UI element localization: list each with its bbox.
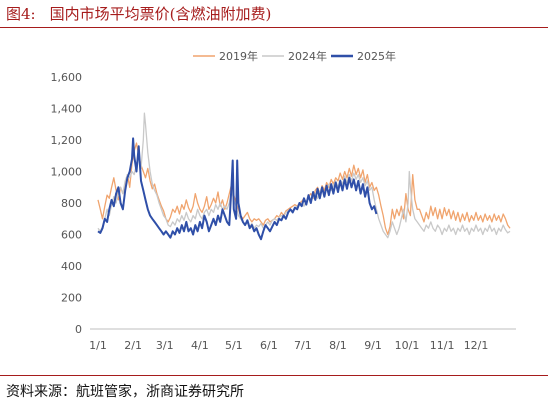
x-tick-label: 4/1 bbox=[191, 339, 209, 352]
y-tick-label: 800 bbox=[61, 197, 82, 210]
series-line-1 bbox=[97, 112, 511, 239]
x-tick-label: 8/1 bbox=[329, 339, 347, 352]
line-chart: 0 200 400 600 800 1,000 1,200 1,400 1,600 1/1 2/1 3… bbox=[51, 49, 516, 352]
legend-label-0: 2019年 bbox=[219, 49, 258, 63]
x-tick-label: 11/1 bbox=[430, 339, 455, 352]
legend-label-2: 2025年 bbox=[357, 49, 396, 63]
x-tick-label: 9/1 bbox=[364, 339, 382, 352]
series-line-0 bbox=[97, 142, 511, 236]
series-line-2 bbox=[97, 137, 378, 241]
y-tick-label: 400 bbox=[61, 260, 82, 273]
x-tick-label: 3/1 bbox=[156, 339, 174, 352]
y-tick-label: 200 bbox=[61, 292, 82, 305]
y-tick-label: 1,200 bbox=[51, 134, 83, 147]
figure-caption: 国内市场平均票价(含燃油附加费) bbox=[49, 5, 272, 23]
y-tick-label: 600 bbox=[61, 229, 82, 242]
x-tick-label: 5/1 bbox=[225, 339, 243, 352]
x-tick-label: 6/1 bbox=[260, 339, 278, 352]
x-tick-label: 1/1 bbox=[89, 339, 107, 352]
figure-number: 图4: bbox=[6, 5, 36, 23]
source-note: 资料来源：航班管家，浙商证券研究所 bbox=[6, 384, 244, 400]
figure-title: 图4: 国内市场平均票价(含燃油附加费) bbox=[6, 3, 271, 24]
legend-label-1: 2024年 bbox=[288, 49, 327, 63]
y-tick-label: 1,000 bbox=[51, 166, 83, 179]
y-tick-label: 1,400 bbox=[51, 103, 83, 116]
x-tick-label: 2/1 bbox=[124, 339, 142, 352]
x-tick-label: 10/1 bbox=[395, 339, 420, 352]
bottom-rule bbox=[0, 375, 548, 376]
x-tick-label: 7/1 bbox=[294, 339, 312, 352]
y-tick-label: 0 bbox=[75, 323, 82, 336]
x-tick-label: 12/1 bbox=[464, 339, 489, 352]
y-tick-label: 1,600 bbox=[51, 71, 83, 84]
top-rule bbox=[0, 27, 548, 28]
